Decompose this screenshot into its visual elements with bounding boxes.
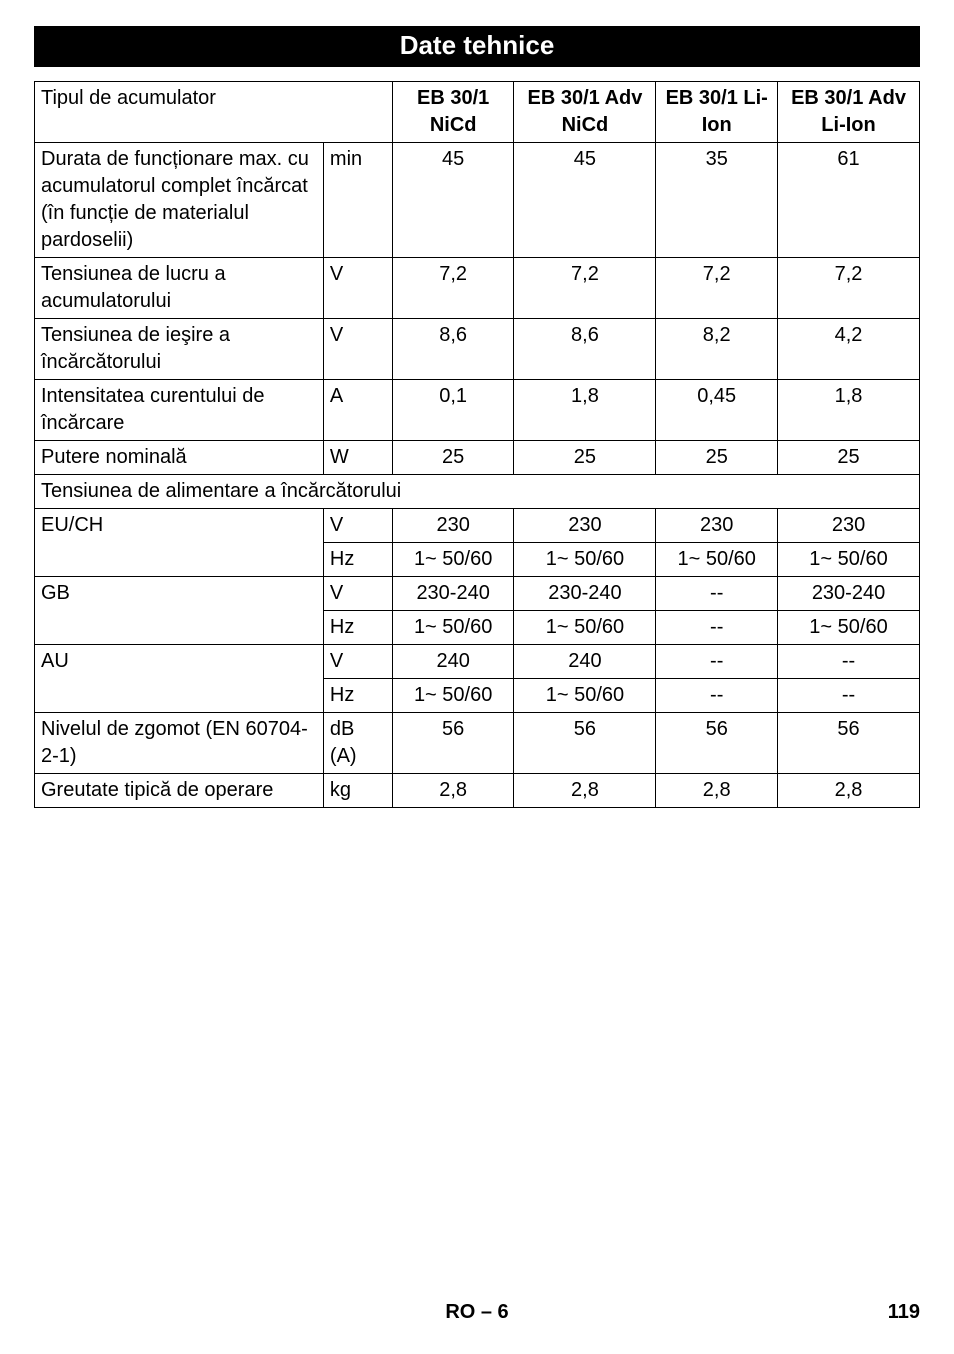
row-value: 7,2 bbox=[778, 258, 920, 319]
table-row: Intensitatea curentului de încărcare A 0… bbox=[35, 380, 920, 441]
row-unit: W bbox=[323, 441, 392, 475]
row-value: 25 bbox=[514, 441, 656, 475]
row-unit: Hz bbox=[323, 679, 392, 713]
row-unit: A bbox=[323, 380, 392, 441]
row-unit: Hz bbox=[323, 611, 392, 645]
row-value: 7,2 bbox=[656, 258, 778, 319]
footer-center: RO – 6 bbox=[34, 1301, 920, 1324]
row-value: 61 bbox=[778, 143, 920, 258]
row-value: 230-240 bbox=[778, 577, 920, 611]
row-label: Tensiunea de lucru a acumulatorului bbox=[35, 258, 324, 319]
row-value: 56 bbox=[392, 713, 514, 774]
row-value: 45 bbox=[514, 143, 656, 258]
row-value: 1~ 50/60 bbox=[392, 543, 514, 577]
row-unit: min bbox=[323, 143, 392, 258]
row-value: 1~ 50/60 bbox=[514, 679, 656, 713]
row-label: GB bbox=[35, 577, 324, 645]
footer-page-number: 119 bbox=[888, 1301, 920, 1324]
row-label: EU/CH bbox=[35, 509, 324, 577]
row-value: 56 bbox=[778, 713, 920, 774]
header-label: Tipul de acumulator bbox=[35, 82, 393, 143]
row-value: 2,8 bbox=[392, 774, 514, 808]
row-value: 230 bbox=[514, 509, 656, 543]
row-value: 7,2 bbox=[514, 258, 656, 319]
row-value: 1~ 50/60 bbox=[514, 543, 656, 577]
row-value: -- bbox=[778, 645, 920, 679]
row-value: -- bbox=[656, 645, 778, 679]
row-value: 25 bbox=[778, 441, 920, 475]
section-title: Date tehnice bbox=[34, 26, 920, 67]
row-value: 0,1 bbox=[392, 380, 514, 441]
page-footer: RO – 6 119 bbox=[0, 1301, 954, 1324]
header-col-2: EB 30/1 Adv NiCd bbox=[514, 82, 656, 143]
row-value: 230 bbox=[778, 509, 920, 543]
section-row: Tensiunea de alimentare a încărcătorului bbox=[35, 475, 920, 509]
table-row: Putere nominală W 25 25 25 25 bbox=[35, 441, 920, 475]
spec-table: Tipul de acumulator EB 30/1 NiCd EB 30/1… bbox=[34, 81, 920, 808]
row-unit: kg bbox=[323, 774, 392, 808]
table-row: GB V 230-240 230-240 -- 230-240 bbox=[35, 577, 920, 611]
table-row: AU V 240 240 -- -- bbox=[35, 645, 920, 679]
row-value: 2,8 bbox=[656, 774, 778, 808]
row-value: 7,2 bbox=[392, 258, 514, 319]
row-value: 0,45 bbox=[656, 380, 778, 441]
row-value: 25 bbox=[392, 441, 514, 475]
header-col-4: EB 30/1 Adv Li-Ion bbox=[778, 82, 920, 143]
row-value: 1~ 50/60 bbox=[392, 679, 514, 713]
row-value: 56 bbox=[656, 713, 778, 774]
row-unit: V bbox=[323, 319, 392, 380]
row-label: Putere nominală bbox=[35, 441, 324, 475]
row-value: 2,8 bbox=[514, 774, 656, 808]
row-value: 1~ 50/60 bbox=[392, 611, 514, 645]
row-value: 1,8 bbox=[514, 380, 656, 441]
row-value: -- bbox=[656, 679, 778, 713]
row-value: 8,2 bbox=[656, 319, 778, 380]
table-row: Durata de funcționare max. cu acumulator… bbox=[35, 143, 920, 258]
row-value: 230 bbox=[392, 509, 514, 543]
table-row: Greutate tipică de operare kg 2,8 2,8 2,… bbox=[35, 774, 920, 808]
row-value: 2,8 bbox=[778, 774, 920, 808]
row-value: 45 bbox=[392, 143, 514, 258]
row-label: AU bbox=[35, 645, 324, 713]
section-label: Tensiunea de alimentare a încărcătorului bbox=[35, 475, 920, 509]
header-col-3: EB 30/1 Li-Ion bbox=[656, 82, 778, 143]
row-value: 1~ 50/60 bbox=[778, 611, 920, 645]
row-unit: Hz bbox=[323, 543, 392, 577]
table-row: Tensiunea de ieşire a încărcătorului V 8… bbox=[35, 319, 920, 380]
row-value: 1,8 bbox=[778, 380, 920, 441]
row-unit: V bbox=[323, 258, 392, 319]
row-value: 230 bbox=[656, 509, 778, 543]
table-row: Tensiunea de lucru a acumulatorului V 7,… bbox=[35, 258, 920, 319]
row-value: 4,2 bbox=[778, 319, 920, 380]
row-value: 35 bbox=[656, 143, 778, 258]
row-label: Durata de funcționare max. cu acumulator… bbox=[35, 143, 324, 258]
table-row: Nivelul de zgomot (EN 60704-2-1) dB (A) … bbox=[35, 713, 920, 774]
row-value: 230-240 bbox=[392, 577, 514, 611]
row-unit: dB (A) bbox=[323, 713, 392, 774]
row-value: 240 bbox=[514, 645, 656, 679]
row-unit: V bbox=[323, 645, 392, 679]
header-row: Tipul de acumulator EB 30/1 NiCd EB 30/1… bbox=[35, 82, 920, 143]
row-label: Greutate tipică de operare bbox=[35, 774, 324, 808]
row-label: Tensiunea de ieşire a încărcătorului bbox=[35, 319, 324, 380]
row-value: 1~ 50/60 bbox=[656, 543, 778, 577]
row-unit: V bbox=[323, 509, 392, 543]
row-value: -- bbox=[656, 577, 778, 611]
row-value: 8,6 bbox=[514, 319, 656, 380]
row-value: 56 bbox=[514, 713, 656, 774]
header-col-1: EB 30/1 NiCd bbox=[392, 82, 514, 143]
table-row: EU/CH V 230 230 230 230 bbox=[35, 509, 920, 543]
row-value: 240 bbox=[392, 645, 514, 679]
row-value: 1~ 50/60 bbox=[514, 611, 656, 645]
row-value: 1~ 50/60 bbox=[778, 543, 920, 577]
row-label: Nivelul de zgomot (EN 60704-2-1) bbox=[35, 713, 324, 774]
row-label: Intensitatea curentului de încărcare bbox=[35, 380, 324, 441]
row-value: -- bbox=[778, 679, 920, 713]
row-value: 230-240 bbox=[514, 577, 656, 611]
row-value: 8,6 bbox=[392, 319, 514, 380]
row-unit: V bbox=[323, 577, 392, 611]
row-value: 25 bbox=[656, 441, 778, 475]
row-value: -- bbox=[656, 611, 778, 645]
